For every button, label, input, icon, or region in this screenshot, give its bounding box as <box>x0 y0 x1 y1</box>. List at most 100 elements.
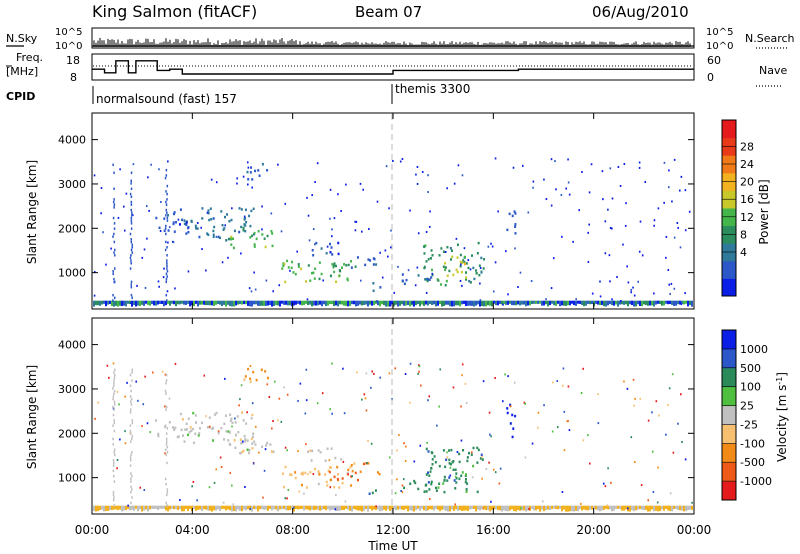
echo-cell <box>371 491 374 495</box>
noise-echo <box>306 298 309 301</box>
noise-echo <box>644 180 647 183</box>
freq-panel <box>91 53 695 81</box>
freq-unit-label: [MHz] <box>6 65 38 78</box>
noise-echo <box>632 286 634 289</box>
ground-echo <box>429 300 431 304</box>
ground-echo <box>421 300 423 305</box>
noise-echo <box>426 441 428 444</box>
noise-echo <box>116 467 118 470</box>
streak-echo <box>112 424 114 427</box>
ground-echo <box>421 505 423 509</box>
noise-echo <box>647 499 650 502</box>
echo-cell <box>312 271 315 275</box>
streak-echo <box>113 280 116 284</box>
echo-cell <box>466 456 469 459</box>
noise-echo <box>146 237 148 240</box>
ground-echo <box>247 300 249 306</box>
ground-echo <box>165 300 167 306</box>
ground-echo <box>625 300 627 305</box>
noise-echo <box>229 471 232 474</box>
ground-echo <box>661 300 663 306</box>
streak-echo <box>130 203 133 206</box>
noise-echo <box>100 187 103 190</box>
ground-echo <box>607 505 609 510</box>
ground-echo <box>161 300 163 304</box>
noise-echo <box>665 256 667 259</box>
streak-echo <box>130 283 133 286</box>
noise-echo <box>630 291 633 294</box>
echo-cell <box>511 435 514 439</box>
echo-cell <box>450 258 453 261</box>
echo-cell <box>237 430 240 434</box>
echo-cell <box>481 458 484 461</box>
ground-echo <box>205 300 207 306</box>
ground-echo <box>463 505 465 511</box>
echo-cell <box>253 243 256 246</box>
ground-echo <box>539 505 541 512</box>
noise-echo <box>196 499 198 502</box>
echo-cell <box>300 483 303 487</box>
ground-echo <box>509 505 511 511</box>
noise-echo <box>427 191 429 194</box>
ground-echo <box>207 505 209 511</box>
noise-echo <box>449 466 452 469</box>
colorbar-segment <box>722 481 736 501</box>
ground-echo <box>319 505 321 511</box>
ground-echo <box>611 505 613 512</box>
echo-cell <box>353 462 356 465</box>
ground-echo <box>587 505 589 511</box>
echo-cell <box>330 447 333 450</box>
ground-echo <box>485 505 487 511</box>
noise-echo <box>653 292 655 295</box>
echo-cell <box>241 450 244 454</box>
ground-echo <box>161 505 163 509</box>
ground-echo <box>263 505 265 510</box>
ground-echo <box>415 300 417 306</box>
streak-echo <box>112 293 114 297</box>
echo-cell <box>401 279 404 282</box>
streak-echo <box>113 198 115 201</box>
noise-echo <box>343 412 346 415</box>
ground-echo <box>557 300 559 304</box>
noise-echo <box>268 396 271 399</box>
echo-cell <box>465 262 468 265</box>
echo-cell <box>451 460 454 464</box>
ground-echo <box>253 300 255 305</box>
echo-cell <box>512 427 515 430</box>
ground-echo <box>403 505 405 510</box>
noise-echo <box>280 230 283 233</box>
echo-cell <box>223 422 226 426</box>
echo-cell <box>331 253 334 256</box>
ground-echo <box>173 300 175 305</box>
noise-echo <box>552 257 555 260</box>
echo-cell <box>467 451 470 455</box>
ground-echo <box>631 300 633 306</box>
ground-echo <box>391 300 393 306</box>
streak-echo <box>113 376 116 380</box>
ground-echo <box>637 300 639 305</box>
ground-echo <box>175 300 177 307</box>
echo-cell <box>244 375 247 378</box>
noise-echo <box>164 373 167 376</box>
echo-cell <box>337 241 340 245</box>
ground-echo <box>289 300 291 306</box>
ground-echo <box>419 505 421 511</box>
echo-cell <box>440 283 443 286</box>
ground-echo <box>323 300 325 305</box>
ground-echo <box>355 505 357 510</box>
ground-echo <box>193 505 195 510</box>
streak-echo <box>112 269 114 273</box>
noise-echo <box>292 506 295 509</box>
streak-echo <box>164 176 167 180</box>
ground-echo <box>119 300 121 306</box>
echo-cell <box>198 432 201 435</box>
echo-cell <box>480 256 483 260</box>
ground-echo <box>505 505 507 511</box>
noise-echo <box>124 395 126 398</box>
echo-cell <box>270 450 273 453</box>
ground-echo <box>511 505 513 510</box>
echo-cell <box>248 451 251 455</box>
echo-cell <box>349 466 352 469</box>
ground-echo <box>301 505 303 509</box>
ground-echo <box>207 300 209 306</box>
